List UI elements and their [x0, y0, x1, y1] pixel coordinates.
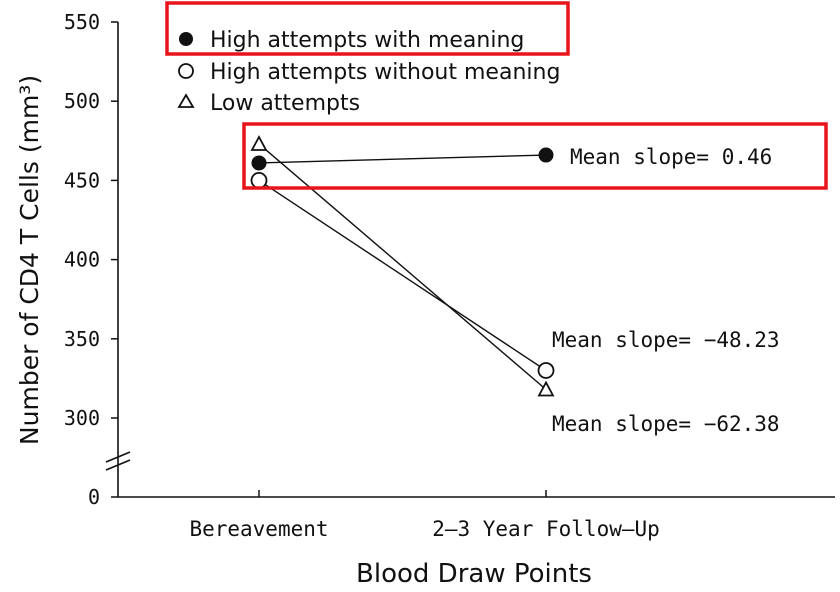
point-filled-circle	[538, 147, 554, 163]
legend-label-0: High attempts with meaning	[210, 28, 524, 53]
legend-marker-open-triangle	[177, 93, 195, 108]
x-tick-label: Bereavement	[189, 517, 328, 541]
annotation-slope-1: Mean slope= −48.23	[552, 328, 780, 352]
y-tick-label: 500	[64, 89, 100, 113]
point-open-triangle	[537, 380, 555, 397]
legend-label-2: Low attempts	[210, 91, 360, 116]
y-axis-title: Number of CD4 T Cells (mm³)	[15, 75, 44, 445]
series-line	[258, 154, 547, 164]
series-lines	[258, 143, 547, 391]
legend: High attempts with meaning High attempts…	[177, 28, 560, 116]
series-markers	[250, 135, 555, 397]
series-line	[258, 143, 547, 391]
point-open-circle	[537, 362, 555, 379]
legend-label-1: High attempts without meaning	[210, 60, 560, 85]
series-line	[258, 179, 547, 372]
point-open-circle	[250, 171, 268, 189]
y-tick-label: 550	[64, 10, 100, 34]
annotation-slope-2: Mean slope= −62.38	[552, 412, 780, 436]
y-ticks: 0 300 350 400 450 500 550	[64, 10, 118, 509]
y-tick-label: 400	[64, 248, 100, 272]
highlight-box-legend	[165, 1, 570, 56]
legend-marker-open-circle	[178, 63, 194, 79]
x-tick-label: 2–3 Year Follow–Up	[432, 517, 660, 541]
y-tick-label: 0	[88, 485, 100, 509]
y-tick-label: 350	[64, 327, 100, 351]
x-axis-title: Blood Draw Points	[356, 559, 592, 589]
point-filled-circle	[251, 155, 267, 171]
x-categories: Bereavement 2–3 Year Follow–Up	[189, 490, 660, 541]
annotation-slope-0: Mean slope= 0.46	[570, 145, 772, 169]
axis-break-icon	[105, 451, 131, 471]
y-tick-label: 450	[64, 168, 100, 192]
y-tick-label: 300	[64, 406, 100, 430]
highlight-box-slope	[242, 122, 828, 190]
legend-marker-filled-circle	[179, 32, 193, 46]
point-open-triangle	[250, 135, 268, 151]
